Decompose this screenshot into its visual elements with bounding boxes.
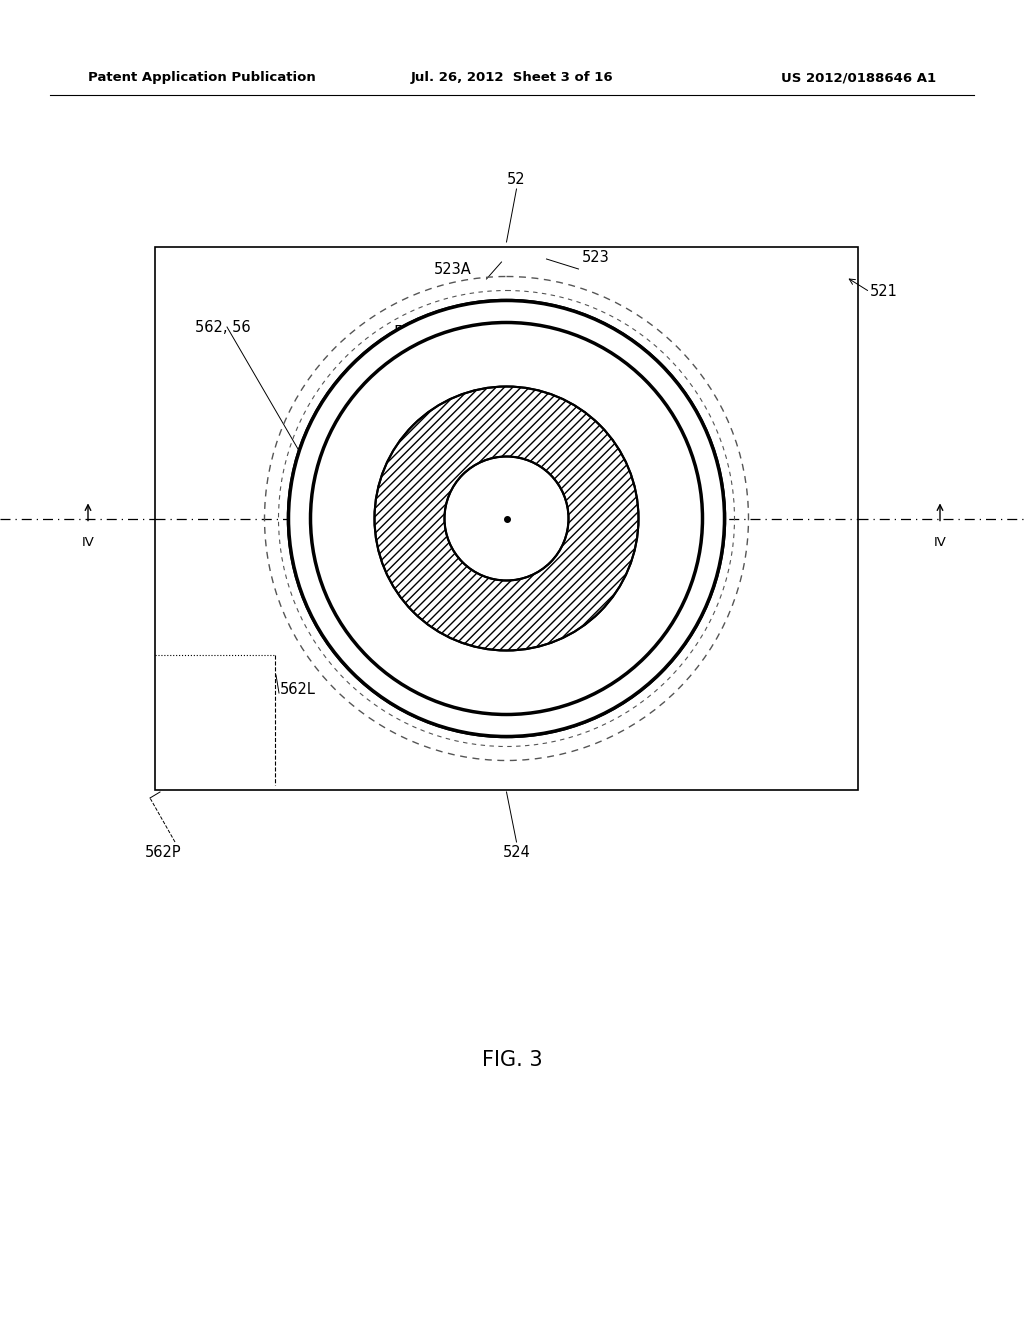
Circle shape [289, 301, 725, 737]
Text: 523: 523 [582, 249, 609, 265]
Text: 524: 524 [503, 845, 530, 861]
Text: 55: 55 [512, 319, 530, 335]
Circle shape [444, 457, 568, 581]
Circle shape [375, 387, 639, 651]
Text: 52: 52 [507, 172, 525, 187]
Bar [155, 247, 858, 789]
Text: C2: C2 [518, 546, 537, 560]
Text: 562P: 562P [145, 845, 181, 861]
Text: 523A: 523A [434, 261, 471, 277]
Circle shape [289, 301, 725, 737]
Text: 522: 522 [393, 325, 422, 341]
Text: 521: 521 [870, 285, 898, 300]
Text: US 2012/0188646 A1: US 2012/0188646 A1 [781, 71, 936, 84]
Text: IV: IV [934, 536, 946, 549]
Text: Jul. 26, 2012  Sheet 3 of 16: Jul. 26, 2012 Sheet 3 of 16 [411, 71, 613, 84]
Text: Ar2: Ar2 [494, 673, 519, 689]
Text: R2: R2 [555, 451, 572, 465]
Circle shape [310, 322, 702, 714]
Text: 562, 56: 562, 56 [195, 319, 251, 334]
Text: FIG. 3: FIG. 3 [481, 1049, 543, 1071]
Text: 70: 70 [669, 516, 687, 531]
Text: IV: IV [82, 536, 94, 549]
Text: Patent Application Publication: Patent Application Publication [88, 71, 315, 84]
Text: 562L: 562L [280, 682, 315, 697]
